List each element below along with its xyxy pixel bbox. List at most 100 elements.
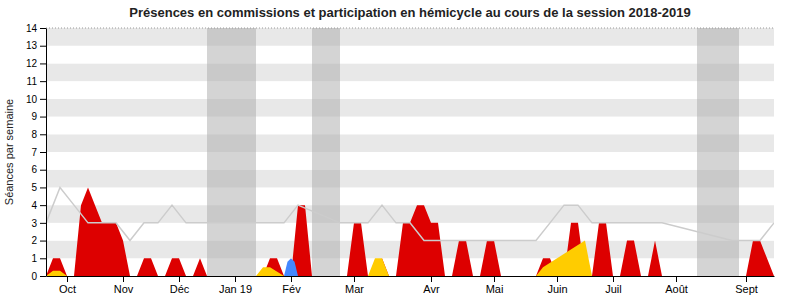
y-axis-title: Séances par semaine: [3, 99, 15, 205]
y-tick-label: 13: [26, 40, 38, 51]
y-tick-label: 3: [31, 218, 37, 229]
y-tick-label: 0: [31, 271, 37, 282]
y-tick-label: 5: [31, 182, 37, 193]
y-tick-mark: [40, 223, 46, 224]
y-tick: 4: [31, 200, 46, 211]
x-axis: Oct Nov Déc Jan 19 Fév Mar Avr Mai Juin Juil Août S…: [47, 276, 775, 295]
series-area: [284, 258, 298, 276]
y-tick: 7: [31, 147, 46, 158]
x-axis-line: [47, 276, 775, 277]
y-tick-mark: [40, 258, 46, 259]
band: [207, 28, 256, 276]
y-axis-line: [46, 29, 47, 277]
x-tick-mark: [123, 276, 124, 282]
x-tick-label: Juin: [547, 283, 567, 295]
y-tick: 12: [26, 58, 46, 69]
x-tick: Oct: [59, 276, 76, 295]
y-tick-mark: [40, 152, 46, 153]
y-tick: 6: [31, 164, 46, 175]
grid-stripe: [46, 152, 774, 170]
y-tick-mark: [40, 81, 46, 82]
y-tick-mark: [40, 170, 46, 171]
series-area: [46, 187, 774, 276]
chart: Oct Nov Déc Jan 19 Fév Mar Avr Mai Juin Juil Août S…: [0, 0, 790, 300]
y-tick-mark: [40, 205, 46, 206]
y-tick-label: 7: [31, 147, 37, 158]
y-tick-label: 1: [31, 253, 37, 264]
y-tick-label: 14: [26, 23, 38, 34]
y-tick-label: 4: [31, 200, 37, 211]
grid-stripe: [46, 187, 774, 205]
title: Présences en commissions et participatio…: [129, 5, 690, 20]
grid-stripe: [46, 117, 774, 135]
x-tick-mark: [494, 276, 495, 282]
x-tick-mark: [291, 276, 292, 282]
series-area: [46, 241, 592, 276]
grid-stripe: [46, 170, 774, 188]
x-tick-mark: [676, 276, 677, 282]
y-tick: 0: [31, 271, 46, 282]
y-tick: 5: [31, 182, 46, 193]
y-tick: 11: [27, 76, 46, 87]
x-tick-mark: [557, 276, 558, 282]
grid-stripe: [46, 46, 774, 64]
y-tick-label: 2: [31, 235, 37, 246]
x-tick: Déc: [170, 276, 190, 295]
y-tick-mark: [40, 241, 46, 242]
y-tick-mark: [40, 46, 46, 47]
x-tick-label: Oct: [59, 283, 76, 295]
x-tick: Avr: [423, 276, 440, 295]
y-tick: 2: [31, 235, 46, 246]
y-tick-mark: [40, 187, 46, 188]
x-tick-label: Jan 19: [219, 283, 252, 295]
y-tick-mark: [40, 28, 46, 29]
x-tick-mark: [354, 276, 355, 282]
y-axis: 01234567891011121314: [26, 23, 47, 282]
y-tick-mark: [40, 99, 46, 100]
x-tick: Juil: [605, 276, 622, 295]
y-tick-label: 10: [26, 94, 38, 105]
series-line: [46, 187, 774, 240]
grid-stripe: [46, 28, 774, 46]
x-tick: Sept: [735, 276, 758, 295]
grid-stripe: [46, 205, 774, 223]
x-tick-label: Sept: [735, 283, 758, 295]
x-tick-mark: [179, 276, 180, 282]
grid-stripe: [46, 99, 774, 117]
y-tick: 9: [31, 111, 46, 122]
x-tick-mark: [235, 276, 236, 282]
x-tick-mark: [67, 276, 68, 282]
x-tick-label: Nov: [114, 283, 134, 295]
y-tick-label: 11: [27, 76, 38, 87]
x-tick-label: Déc: [170, 283, 190, 295]
band: [697, 28, 739, 276]
y-tick-mark: [40, 117, 46, 118]
grid-stripe: [46, 63, 774, 81]
y-tick-label: 12: [26, 58, 38, 69]
x-tick-mark: [613, 276, 614, 282]
x-tick-mark: [431, 276, 432, 282]
y-tick-label: 6: [31, 164, 37, 175]
y-tick: 14: [26, 23, 46, 34]
grid-stripe: [46, 81, 774, 99]
x-tick-label: Mar: [345, 283, 364, 295]
x-tick: Fév: [282, 276, 301, 295]
y-tick-mark: [40, 63, 46, 64]
x-tick-label: Avr: [423, 283, 440, 295]
x-tick-mark: [746, 276, 747, 282]
x-tick-label: Juil: [605, 283, 622, 295]
y-tick-label: 9: [31, 111, 37, 122]
x-tick: Mar: [345, 276, 364, 295]
x-tick: Mai: [486, 276, 504, 295]
x-tick-label: Fév: [282, 283, 301, 295]
x-tick-label: Août: [665, 283, 688, 295]
y-tick: 1: [31, 253, 46, 264]
grid-stripe: [46, 134, 774, 152]
y-tick-label: 8: [31, 129, 37, 140]
y-tick-mark: [40, 134, 46, 135]
y-tick: 10: [26, 94, 46, 105]
plot-area: [46, 28, 774, 276]
x-tick-label: Mai: [486, 283, 504, 295]
y-tick: 8: [31, 129, 46, 140]
x-tick: Juin: [547, 276, 567, 295]
